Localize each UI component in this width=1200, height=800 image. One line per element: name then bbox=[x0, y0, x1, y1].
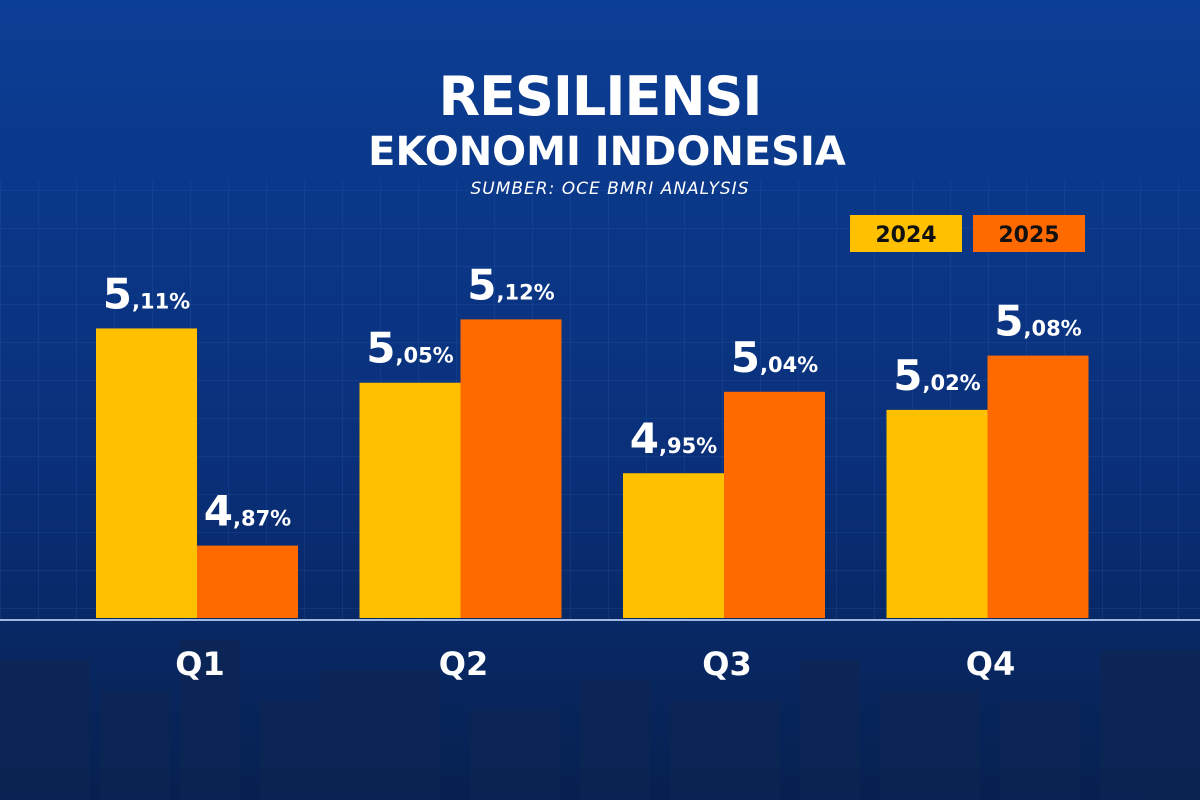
legend-label: 2025 bbox=[998, 223, 1059, 248]
legend-label: 2024 bbox=[875, 223, 936, 248]
x-tick-label: Q1 bbox=[175, 645, 224, 683]
x-tick-label: Q3 bbox=[702, 645, 751, 683]
bar bbox=[623, 473, 724, 618]
value-label: 5,11% bbox=[103, 269, 190, 318]
bar bbox=[724, 391, 825, 618]
chart-title: RESILIENSI bbox=[438, 65, 761, 128]
bar bbox=[96, 328, 197, 618]
bar bbox=[359, 382, 461, 618]
value-label: 4,87% bbox=[204, 487, 291, 536]
bar bbox=[886, 409, 988, 618]
bar bbox=[987, 355, 1089, 618]
legend-swatch bbox=[850, 215, 962, 252]
x-tick-label: Q2 bbox=[439, 645, 488, 683]
value-label: 5,12% bbox=[467, 260, 554, 309]
x-tick-label: Q4 bbox=[966, 645, 1015, 683]
source: SUMBER: OCE BMRI ANALYSIS bbox=[470, 179, 749, 199]
value-label: 5,02% bbox=[893, 351, 980, 400]
legend-swatch bbox=[973, 215, 1085, 252]
bar bbox=[197, 545, 298, 618]
chart-subtitle: EKONOMI INDONESIA bbox=[368, 129, 846, 175]
bar bbox=[460, 319, 562, 618]
value-label: 5,04% bbox=[731, 333, 818, 382]
cityscape bbox=[0, 640, 1200, 800]
value-label: 5,08% bbox=[994, 297, 1081, 346]
value-label: 5,05% bbox=[366, 324, 453, 373]
value-label: 4,95% bbox=[630, 414, 717, 463]
